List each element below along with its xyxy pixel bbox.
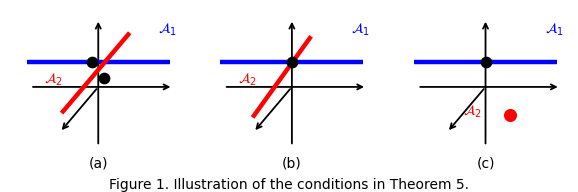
Text: $\mathcal{A}_1$: $\mathcal{A}_1$ (158, 22, 177, 38)
Text: $\mathcal{A}_1$: $\mathcal{A}_1$ (351, 22, 370, 38)
Point (287, 61, 297, 64)
Point (87, 61, 97, 64)
Text: $\mathcal{A}_2$: $\mathcal{A}_2$ (238, 72, 257, 88)
Point (481, 61, 490, 64)
Text: $\mathcal{A}_2$: $\mathcal{A}_2$ (44, 72, 64, 88)
Text: (b): (b) (282, 156, 302, 170)
Point (505, 113, 514, 116)
Point (100, 77, 109, 80)
Text: (c): (c) (476, 156, 495, 170)
Text: Figure 1. Illustration of the conditions in Theorem 5.: Figure 1. Illustration of the conditions… (109, 178, 469, 192)
Text: (a): (a) (88, 156, 108, 170)
Text: $\mathcal{A}_2$: $\mathcal{A}_2$ (463, 103, 482, 120)
Text: $\mathcal{A}_1$: $\mathcal{A}_1$ (545, 22, 564, 38)
